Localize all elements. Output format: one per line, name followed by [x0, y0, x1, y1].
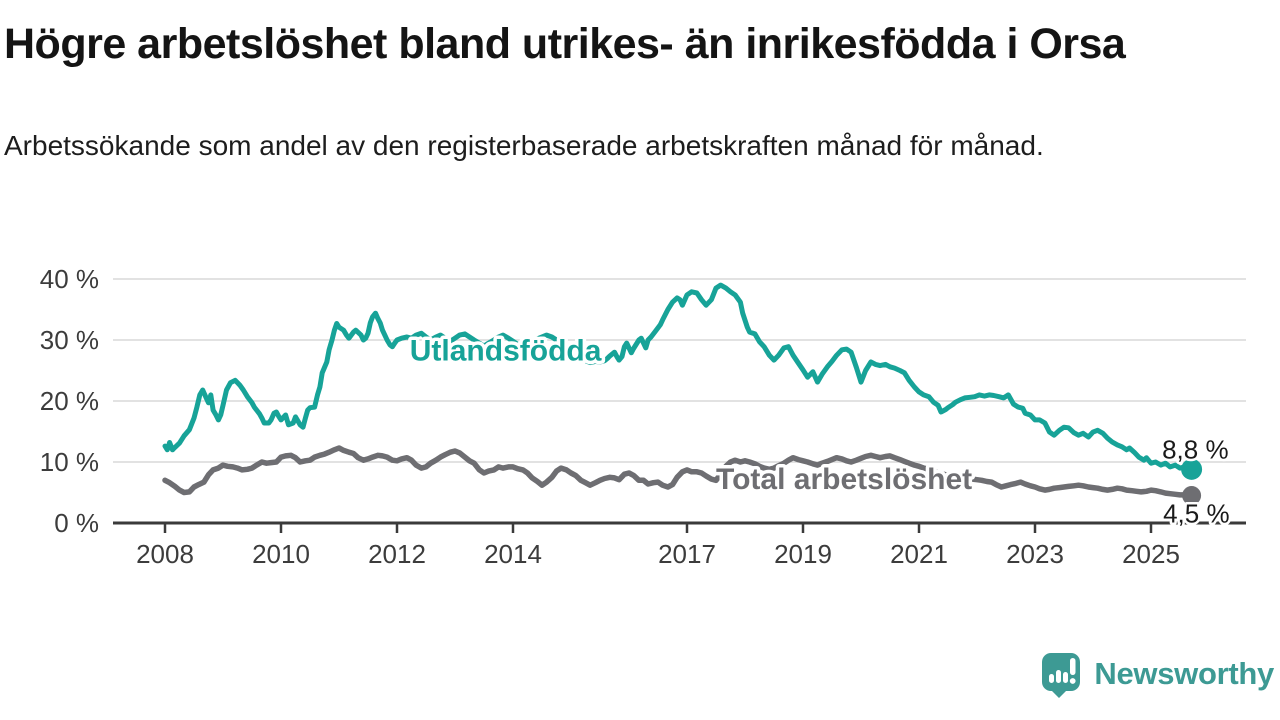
x-axis-tick-label: 2019: [774, 539, 832, 569]
y-axis-tick-label: 20 %: [40, 386, 99, 416]
line-chart: 0 % 10 % 20 % 30 % 40 % 2008 2010 2012 2014 2017 2…: [40, 264, 1246, 569]
chart-subtitle: Arbetssökande som andel av den registerb…: [4, 130, 1044, 161]
series-inline-label: Total arbetslöshet: [716, 463, 972, 496]
series-end-dot: [1182, 486, 1202, 506]
series-end-value-label: 4,5 %: [1163, 499, 1230, 529]
x-axis-tick-label: 2014: [484, 539, 542, 569]
series-inline-label: Utlandsfödda: [410, 335, 602, 368]
x-axis-tick-label: 2017: [658, 539, 716, 569]
x-axis-tick-label: 2012: [368, 539, 426, 569]
series-end-value-label: 8,8 %: [1162, 434, 1229, 464]
newsworthy-logo-icon: [1042, 653, 1081, 698]
y-axis-tick-label: 30 %: [40, 325, 99, 355]
y-axis-tick-label: 10 %: [40, 447, 99, 477]
x-axis-tick-label: 2021: [890, 539, 948, 569]
series-end-dot: [1181, 458, 1203, 480]
chart-title: Högre arbetslöshet bland utrikes- än inr…: [4, 20, 1126, 68]
x-axis-tick-label: 2025: [1122, 539, 1180, 569]
x-axis-tick-label: 2008: [136, 539, 194, 569]
y-axis-tick-label: 0 %: [54, 508, 99, 538]
x-axis-tick-label: 2010: [252, 539, 310, 569]
newsworthy-brand-text: Newsworthy: [1094, 656, 1274, 691]
y-axis-tick-label: 40 %: [40, 264, 99, 294]
x-axis-tick-label: 2023: [1006, 539, 1064, 569]
series-line-total: [162, 445, 1195, 499]
newsworthy-logo: Newsworthy: [1037, 650, 1274, 698]
series-line-utlandsfodda: [162, 282, 1195, 473]
